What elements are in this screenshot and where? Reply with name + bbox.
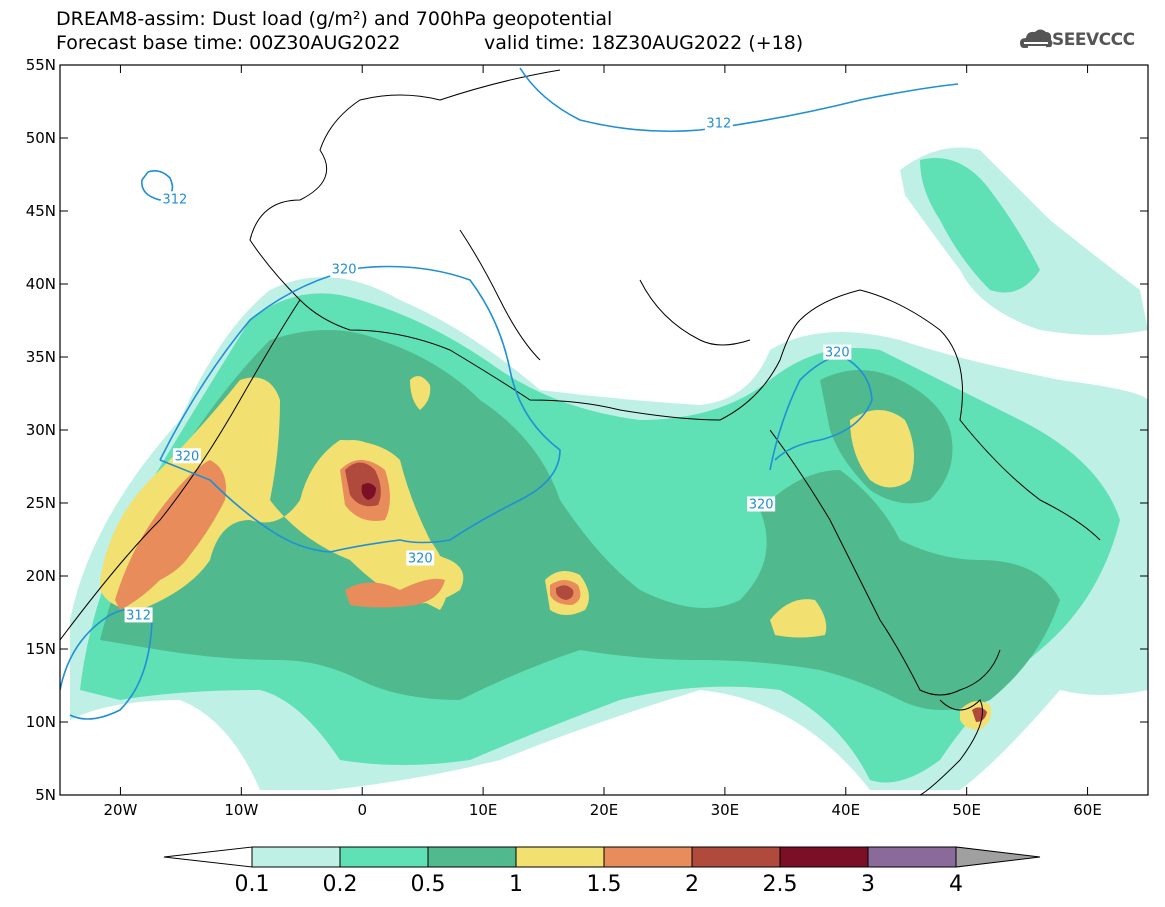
contour-label: 320 (749, 497, 774, 512)
lat-tick-label: 40N (26, 275, 56, 293)
colorbar-label: 0.2 (323, 872, 358, 897)
colorbar-label: 3 (861, 872, 875, 897)
lon-tick-label: 10W (224, 801, 258, 819)
lon-tick-label: 20W (103, 801, 137, 819)
contour-label-bg (172, 448, 201, 464)
colorbar-label: 0.1 (235, 872, 270, 897)
forecast-base-time: Forecast base time: 00Z30AUG2022 (56, 32, 401, 54)
dust-band-1-sudan (770, 599, 827, 638)
lat-tick-label: 5N (35, 786, 56, 804)
colorbar-label: 2 (685, 872, 699, 897)
colorbar-swatch (339, 846, 429, 868)
colorbar-swatch (515, 846, 605, 868)
lat-tick-label: 45N (26, 202, 56, 220)
coastlines (60, 69, 1101, 795)
contour-label-bg (704, 115, 733, 131)
dust-field (60, 65, 1148, 795)
colorbar-high-arrow (955, 846, 1041, 868)
lat-tick-label: 50N (26, 129, 56, 147)
lon-tick-label: 10E (469, 801, 498, 819)
lon-tick-label: 0 (357, 801, 367, 819)
lon-tick-label: 20E (590, 801, 619, 819)
chart-title: DREAM8-assim: Dust load (g/m²) and 700hP… (56, 8, 613, 30)
contour-label-bg (823, 344, 852, 360)
lat-tick-label: 55N (26, 56, 56, 74)
lon-tick-label: 60E (1073, 801, 1102, 819)
contour-label: 320 (408, 551, 433, 566)
contour-label: 312 (706, 116, 731, 131)
colorbar-label: 0.5 (411, 872, 446, 897)
contour-label-bg (747, 496, 776, 512)
contour-labels: 312 312 312 320 320 320 320 320 (124, 115, 852, 623)
contour-label: 320 (332, 262, 357, 277)
colorbar-label: 1 (509, 872, 523, 897)
contour-label: 320 (175, 449, 200, 464)
lon-tick-label: 50E (952, 801, 981, 819)
colorbar-swatch (867, 846, 957, 868)
dust-band-1-arabia (850, 410, 914, 488)
colorbar-swatch (779, 846, 869, 868)
contour-label-bg (160, 191, 189, 207)
dust-band-2-chad (556, 585, 574, 600)
contour-label: 312 (126, 608, 151, 623)
colorbar-label: 1.5 (587, 872, 622, 897)
lat-tick-label: 30N (26, 421, 56, 439)
logo-text: SEEVCCC (1052, 30, 1135, 50)
colorbar-label: 2.5 (763, 872, 798, 897)
lon-tick-label: 30E (711, 801, 740, 819)
dust-band-1.5-south (345, 578, 445, 608)
dust-band-2-somalia (972, 707, 987, 722)
cloud-icon (1020, 29, 1053, 48)
colorbar: 0.1 0.2 0.5 1 1.5 2 2.5 3 4 (163, 846, 1041, 897)
valid-time: valid time: 18Z30AUG2022 (+18) (484, 32, 804, 54)
colorbar-low-arrow (163, 846, 253, 868)
lon-ticks: 20W 10W 0 10E 20E 30E 40E 50E 60E (103, 65, 1102, 819)
lat-tick-label: 35N (26, 348, 56, 366)
contour-label-bg (406, 550, 435, 566)
lat-tick-label: 10N (26, 713, 56, 731)
colorbar-swatch (427, 846, 517, 868)
colorbar-label: 4 (949, 872, 963, 897)
dust-band-1-morocco (410, 376, 431, 410)
colorbar-swatch (691, 846, 781, 868)
lat-tick-label: 25N (26, 494, 56, 512)
lat-tick-label: 15N (26, 640, 56, 658)
dust-band-0.2-north (920, 158, 1040, 293)
colorbar-swatch (251, 846, 341, 868)
contour-label-bg (330, 261, 359, 277)
lon-tick-label: 40E (831, 801, 860, 819)
lat-ticks: 55N 50N 45N 40N 35N 30N 25N 20N 15N 10N 5N (26, 56, 1148, 804)
colorbar-swatch (603, 846, 693, 868)
contour-label: 320 (825, 346, 850, 361)
lat-tick-label: 20N (26, 567, 56, 585)
dust-band-2.5 (361, 483, 376, 500)
dust-band-1.5 (115, 460, 226, 610)
contour-label: 312 (162, 192, 187, 207)
contour-label-bg (124, 607, 153, 623)
